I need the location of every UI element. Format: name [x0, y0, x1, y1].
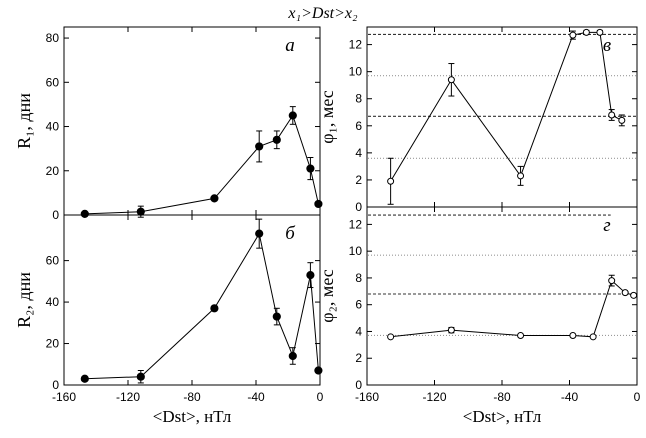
data-point: [608, 277, 616, 285]
plot-frame: [366, 206, 638, 386]
panel-label: г: [603, 215, 610, 236]
data-point: [80, 374, 89, 383]
y-axis-label: φ₂, мес: [317, 269, 337, 322]
data-point: [80, 209, 89, 218]
y-tick-label: 2: [355, 173, 362, 187]
y-tick-label: 0: [52, 208, 59, 222]
y-tick-label: 40: [46, 295, 60, 309]
data-point: [589, 333, 597, 341]
data-point: [255, 229, 264, 238]
series-line: [84, 232, 319, 380]
data-point: [210, 304, 219, 313]
y-tick-label: 60: [46, 75, 60, 89]
y-axis-label: R₁, дни: [14, 93, 34, 149]
data-point: [517, 331, 525, 339]
data-point: [630, 291, 638, 299]
data-point: [210, 194, 219, 203]
y-tick-label: 8: [355, 271, 362, 285]
data-point: [447, 76, 455, 84]
y-tick-label: 20: [46, 164, 60, 178]
x-tick-label: -160: [355, 390, 379, 404]
y-tick-label: 4: [355, 324, 362, 338]
data-point: [387, 177, 395, 185]
data-point: [314, 199, 323, 209]
data-point: [569, 31, 577, 39]
data-point: [255, 142, 264, 151]
y-tick-label: 0: [355, 378, 362, 392]
x-tick-label: 0: [634, 390, 641, 404]
y-tick-label: 6: [355, 119, 362, 133]
data-point: [596, 28, 604, 36]
data-point: [387, 333, 395, 341]
x-tick-label: -40: [561, 390, 579, 404]
data-point: [618, 116, 626, 124]
plot-frame: [63, 214, 321, 386]
data-point: [306, 164, 315, 173]
y-tick-label: 8: [355, 92, 362, 106]
x-tick-label: 0: [317, 390, 324, 404]
y-tick-label: 2: [355, 351, 362, 365]
y-tick-label: 10: [349, 65, 363, 79]
x-tick-label: -40: [247, 390, 265, 404]
x-axis-label: <Dst>, нТл: [153, 407, 232, 426]
data-point: [288, 351, 297, 361]
y-tick-label: 40: [46, 120, 60, 134]
data-point: [136, 372, 145, 381]
y-tick-label: 10: [349, 244, 363, 258]
data-point: [447, 326, 455, 334]
data-point: [136, 207, 145, 216]
plot-frame: [366, 26, 638, 208]
data-point: [306, 271, 315, 280]
data-point: [582, 28, 590, 36]
panel-label: а: [285, 35, 295, 56]
x-tick-label: -120: [116, 390, 140, 404]
data-point: [621, 289, 629, 297]
panel-c: 0 2 4 6 8 10 12 φ₁, мес в: [317, 26, 638, 214]
panel-d: 0 2 4 6 8 10 12 -160 -120 -80 -40 0 φ₂, мес <Dst>, нТ…: [317, 206, 641, 426]
x-tick-label: -120: [422, 390, 446, 404]
y-tick-label: 4: [355, 146, 362, 160]
y-tick-label: 0: [355, 200, 362, 214]
y-tick-label: 60: [46, 254, 60, 268]
data-point: [272, 135, 281, 144]
y-tick-label: 0: [52, 378, 59, 392]
x-axis-label: <Dst>, нТл: [463, 407, 542, 426]
y-axis-label: φ₁, мес: [317, 90, 337, 143]
y-tick-label: 12: [349, 38, 363, 52]
data-point: [272, 312, 281, 321]
panel-label: б: [285, 223, 296, 244]
data-point: [608, 111, 616, 119]
data-point: [288, 111, 297, 120]
x-tick-label: -160: [52, 390, 76, 404]
y-axis-label: R₂, дни: [14, 272, 34, 328]
series-line: [84, 114, 319, 215]
plot-frame: [63, 26, 321, 216]
figure-title: x₁>Dst>x₂: [287, 5, 358, 22]
panel-a: 0 20 40 60 80 R₁, дни а: [14, 26, 323, 222]
y-tick-label: 20: [46, 337, 60, 351]
series-line: [390, 31, 623, 182]
series-line: [390, 279, 634, 338]
data-point: [314, 366, 323, 375]
y-tick-label: 6: [355, 298, 362, 312]
panel-label: в: [603, 35, 611, 56]
panel-b: 0 20 40 60 -160 -120 -80 -40 0 R₂, дни <Dst>, нТл б: [14, 214, 324, 426]
y-tick-label: 80: [46, 31, 60, 45]
x-tick-label: -80: [183, 390, 201, 404]
data-point: [517, 172, 525, 180]
x-tick-label: -80: [493, 390, 511, 404]
data-point: [569, 331, 577, 339]
y-tick-label: 12: [349, 217, 363, 231]
